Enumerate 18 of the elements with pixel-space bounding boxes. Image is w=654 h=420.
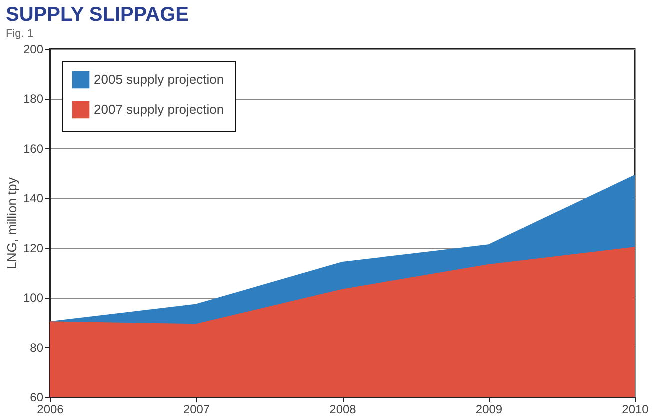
y-tick-label: 120 [23,241,44,256]
legend-label: 2007 supply projection [94,102,224,117]
y-tick-label: 100 [23,291,44,306]
y-tick-label: 140 [23,192,44,206]
y-tick-label: 200 [23,42,44,56]
x-tick-label: 2006 [37,402,64,416]
y-tick-label: 160 [23,142,44,156]
x-tick-label: 2008 [330,402,357,416]
chart-title: SUPPLY SLIPPAGE [6,4,190,26]
x-tick-label: 2010 [622,402,650,416]
y-tick-label: 180 [23,92,44,106]
x-tick-label: 2007 [183,402,210,416]
caption: Fig. 1 [6,28,34,40]
y-tick-label: 60 [30,390,44,404]
y-axis-title: LNG, million tpy [4,177,20,270]
y-tick-label: 80 [30,340,44,355]
legend-label: 2005 supply projection [94,72,224,87]
x-tick-label: 2009 [476,402,503,416]
